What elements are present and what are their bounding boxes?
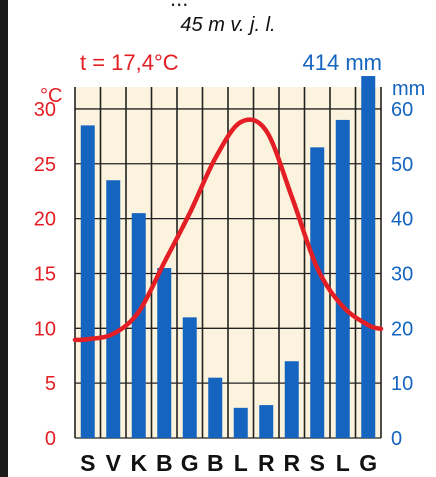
month-label: G xyxy=(181,450,199,476)
month-label: L xyxy=(336,450,350,476)
left-tick-label: 15 xyxy=(34,263,56,285)
precipitation-bar xyxy=(106,180,121,438)
grid-lines xyxy=(74,87,382,439)
right-tick-label: 60 xyxy=(391,99,413,121)
precipitation-bar xyxy=(361,76,376,438)
month-label: G xyxy=(359,450,377,476)
left-tick-label: 20 xyxy=(34,209,56,231)
precipitation-bar xyxy=(259,405,274,438)
precipitation-bar xyxy=(182,317,197,438)
right-tick-label: 30 xyxy=(391,263,413,285)
month-label: R xyxy=(258,450,275,476)
left-tick-label: 10 xyxy=(34,318,56,340)
month-label: V xyxy=(106,450,122,476)
left-tick-label: 5 xyxy=(45,373,56,395)
precipitation-bar xyxy=(335,119,350,438)
left-tick-label: 0 xyxy=(45,428,56,450)
month-label: S xyxy=(310,450,325,476)
precipitation-bar xyxy=(233,407,248,438)
right-axis-ticks: 0 10 20 30 40 50 60 xyxy=(391,99,413,450)
left-axis-ticks: 0 5 10 15 20 25 30 xyxy=(34,99,56,450)
month-label: S xyxy=(80,450,95,476)
month-label: B xyxy=(156,450,173,476)
precipitation-bar xyxy=(157,267,172,438)
right-tick-label: 50 xyxy=(391,154,413,176)
precipitation-bar xyxy=(310,147,325,438)
precipitation-bar xyxy=(208,377,223,438)
precipitation-bar xyxy=(284,361,299,438)
left-tick-label: 25 xyxy=(34,154,56,176)
month-label: L xyxy=(234,450,248,476)
temperature-line xyxy=(72,117,384,343)
right-tick-label: 40 xyxy=(391,209,413,231)
temperature-summary: t = 17,4°C xyxy=(80,50,179,75)
right-tick-label: 20 xyxy=(391,318,413,340)
left-border-bar xyxy=(0,0,8,477)
precipitation-bar xyxy=(131,213,146,438)
month-label: K xyxy=(130,450,147,476)
left-tick-label: 30 xyxy=(34,99,56,121)
month-label: B xyxy=(207,450,224,476)
precipitation-bars xyxy=(80,76,376,438)
y-axis-left-label: °C xyxy=(40,85,62,107)
top-cut-text: ... xyxy=(0,0,436,12)
right-tick-label: 10 xyxy=(391,373,413,395)
precipitation-bar xyxy=(80,125,95,438)
precipitation-summary: 414 mm xyxy=(303,50,382,75)
altitude-label: 45 m v. j. l. xyxy=(180,14,275,36)
top-cut-text-label: ... xyxy=(170,0,188,12)
right-tick-label: 0 xyxy=(391,428,402,450)
month-label: R xyxy=(283,450,300,476)
y-axis-right-label: mm xyxy=(392,78,425,100)
